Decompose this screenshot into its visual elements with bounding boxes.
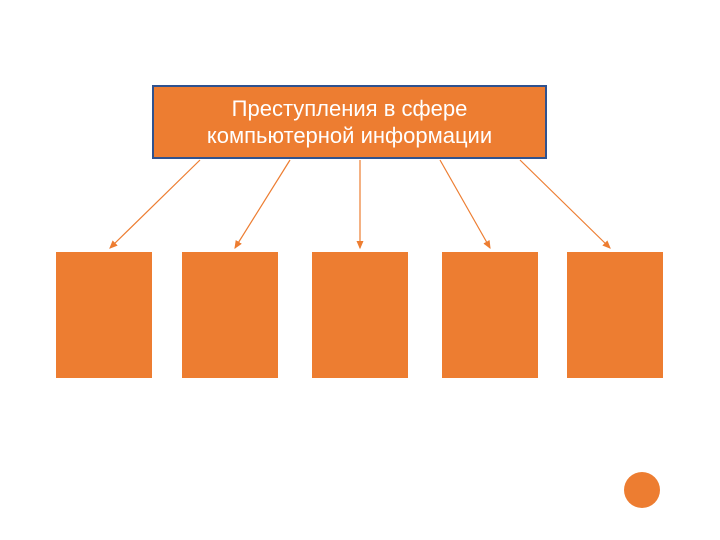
arrow-5: [520, 160, 610, 248]
arrow-2: [235, 160, 290, 248]
child-node-1: [54, 250, 154, 380]
child-node-5: [565, 250, 665, 380]
child-node-4: [440, 250, 540, 380]
root-node: Преступления в сферекомпьютерной информа…: [152, 85, 547, 159]
child-node-2: [180, 250, 280, 380]
decor-circle: [624, 472, 660, 508]
arrow-4: [440, 160, 490, 248]
root-node-label: Преступления в сферекомпьютерной информа…: [207, 95, 492, 150]
child-node-3: [310, 250, 410, 380]
arrow-1: [110, 160, 200, 248]
